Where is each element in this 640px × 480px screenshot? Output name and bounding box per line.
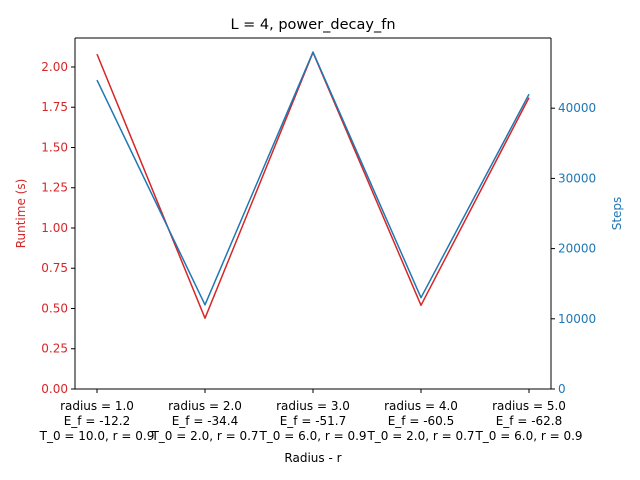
- left-tick-label: 1.50: [41, 140, 68, 154]
- series-layer: [96, 51, 530, 319]
- left-tick-label: 2.00: [41, 60, 68, 74]
- x-tick-label-line: E_f = -60.5: [388, 414, 455, 428]
- left-tick-label: 1.00: [41, 221, 68, 235]
- x-tick-label-line: E_f = -62.8: [496, 414, 563, 428]
- x-tick-label-line: E_f = -34.4: [172, 414, 239, 428]
- x-tick-label-line: T_0 = 10.0, r = 0.9: [39, 429, 155, 443]
- left-tick-label: 0.00: [41, 382, 68, 396]
- left-tick-label: 1.25: [41, 181, 68, 195]
- right-tick-label: 10000: [558, 312, 596, 326]
- x-tick-label-line: radius = 1.0: [60, 399, 134, 413]
- left-tick-label: 1.75: [41, 100, 68, 114]
- left-tick-label: 0.50: [41, 301, 68, 315]
- x-tick-label: radius = 4.0 E_f = -60.5 T_0 = 2.0, r = 0.…: [366, 399, 474, 443]
- x-tick-label-line: T_0 = 2.0, r = 0.7: [366, 429, 474, 443]
- right-axis-label: Steps: [610, 197, 624, 231]
- x-tick-label-line: E_f = -51.7: [280, 414, 347, 428]
- right-tick-label: 0: [558, 382, 566, 396]
- x-tick-label-line: T_0 = 6.0, r = 0.9: [474, 429, 582, 443]
- x-axis-label: Radius - r: [284, 451, 341, 465]
- x-tick-label-line: radius = 2.0: [168, 399, 242, 413]
- x-tick-label-line: radius = 4.0: [384, 399, 458, 413]
- x-tick-label-line: T_0 = 2.0, r = 0.7: [150, 429, 258, 443]
- left-tick-label: 0.75: [41, 261, 68, 275]
- x-tick-label-line: radius = 3.0: [276, 399, 350, 413]
- right-tick-label: 40000: [558, 101, 596, 115]
- x-tick-label-line: T_0 = 6.0, r = 0.9: [258, 429, 366, 443]
- left-tick-label: 0.25: [41, 342, 68, 356]
- right-tick-label: 30000: [558, 171, 596, 185]
- x-tick-label: radius = 2.0 E_f = -34.4 T_0 = 2.0, r = 0.…: [150, 399, 258, 443]
- x-tick-label: radius = 5.0 E_f = -62.8 T_0 = 6.0, r = 0.…: [474, 399, 582, 443]
- axes-layer: 0.00 0.25 0.50 0.75 1.00 1.25 1.50 1.75 2.00 0 100…: [39, 37, 596, 443]
- chart-title: L = 4, power_decay_fn: [230, 17, 395, 33]
- series-line-right: [96, 51, 530, 306]
- x-tick-label-line: E_f = -12.2: [64, 414, 131, 428]
- left-axis-label: Runtime (s): [14, 179, 28, 249]
- x-tick-label: radius = 3.0 E_f = -51.7 T_0 = 6.0, r = 0.…: [258, 399, 366, 443]
- right-tick-label: 20000: [558, 242, 596, 256]
- x-tick-label-line: radius = 5.0: [492, 399, 566, 413]
- x-tick-label: radius = 1.0 E_f = -12.2 T_0 = 10.0, r = 0…: [39, 399, 155, 443]
